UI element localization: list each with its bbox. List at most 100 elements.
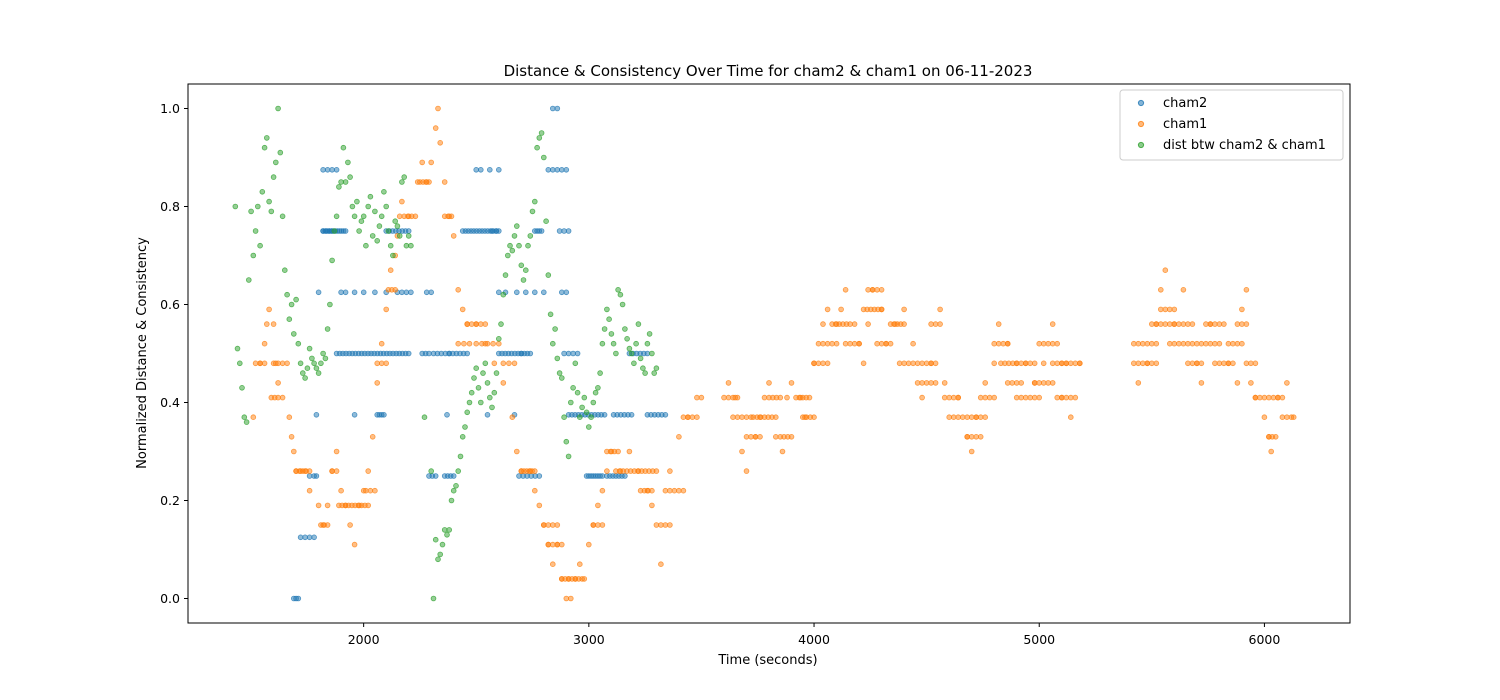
data-point — [266, 306, 272, 313]
legend-label-cham2: cham2 — [1163, 96, 1207, 111]
data-point — [529, 208, 536, 215]
data-point — [680, 487, 687, 494]
data-point — [757, 433, 763, 440]
data-point — [360, 213, 367, 220]
data-point — [401, 174, 408, 180]
data-point — [576, 414, 583, 421]
data-point — [290, 448, 297, 455]
data-point — [923, 380, 930, 386]
data-point — [653, 468, 660, 474]
data-point — [941, 394, 948, 401]
data-point — [367, 487, 374, 494]
data-point — [1176, 340, 1182, 347]
x-axis: 2000 3000 4000 5000 6000 — [348, 623, 1280, 647]
data-point — [590, 522, 597, 528]
data-point — [628, 411, 635, 418]
data-point — [1243, 321, 1250, 327]
data-point — [554, 522, 561, 528]
data-point — [1054, 394, 1060, 401]
data-point — [466, 340, 473, 347]
data-point — [513, 448, 520, 455]
data-point — [430, 595, 437, 602]
data-point — [595, 522, 601, 528]
data-point — [1022, 394, 1029, 401]
data-point — [604, 306, 610, 313]
data-point — [946, 414, 952, 421]
data-point — [248, 208, 254, 215]
data-point — [671, 487, 678, 494]
data-point — [284, 291, 290, 298]
data-point — [502, 272, 509, 278]
data-point — [327, 301, 333, 308]
legend-marker-cham2 — [1137, 99, 1145, 107]
data-point — [919, 360, 925, 367]
data-point — [1252, 394, 1259, 401]
x-tick-label: 3000 — [573, 632, 605, 647]
data-point — [574, 389, 581, 396]
data-point — [351, 541, 358, 548]
legend-box — [1119, 89, 1344, 161]
data-point — [549, 541, 556, 548]
data-point — [426, 179, 432, 185]
data-point — [644, 350, 651, 357]
data-point — [1167, 340, 1173, 347]
data-point — [1270, 394, 1277, 401]
data-point — [842, 340, 849, 347]
data-point — [457, 453, 464, 460]
data-point — [1004, 340, 1011, 347]
data-point — [982, 394, 988, 401]
data-point — [1198, 340, 1205, 347]
chart-title: Distance & Consistency Over Time for cha… — [504, 62, 1033, 80]
data-point — [624, 335, 630, 342]
data-point — [561, 228, 567, 234]
data-point — [910, 340, 916, 347]
legend-marker-dist — [1137, 141, 1145, 149]
data-point — [365, 468, 372, 474]
data-point — [977, 394, 984, 401]
data-point — [351, 411, 358, 418]
data-point — [322, 355, 329, 362]
data-point — [363, 242, 369, 249]
data-point — [628, 350, 635, 357]
data-point — [633, 340, 639, 347]
data-point — [1049, 360, 1056, 367]
data-point — [1171, 340, 1178, 347]
data-point — [473, 321, 480, 327]
data-point — [1216, 321, 1223, 327]
data-point — [658, 522, 664, 528]
data-point — [574, 350, 581, 357]
data-point — [311, 360, 317, 367]
data-point — [266, 198, 272, 205]
data-point — [482, 321, 489, 327]
data-point — [878, 286, 885, 293]
data-point — [694, 414, 700, 421]
data-point — [1212, 340, 1218, 347]
data-point — [441, 179, 448, 185]
data-point — [563, 167, 570, 173]
data-point — [538, 228, 545, 234]
data-point — [383, 360, 390, 367]
data-point — [613, 350, 619, 357]
data-point — [525, 242, 531, 249]
data-point — [1176, 321, 1182, 327]
data-point — [495, 335, 502, 342]
data-point — [811, 414, 817, 421]
data-point — [824, 306, 831, 313]
x-tick-label: 4000 — [798, 632, 830, 647]
data-point — [928, 321, 934, 327]
data-point — [246, 277, 252, 283]
data-point — [531, 468, 538, 474]
data-point — [507, 242, 513, 249]
data-point — [372, 289, 378, 296]
data-point — [459, 306, 466, 313]
data-point — [1131, 360, 1137, 367]
data-point — [536, 502, 543, 509]
data-point — [554, 541, 561, 548]
data-point — [667, 468, 673, 474]
data-point — [277, 149, 284, 156]
data-point — [500, 380, 507, 386]
data-point — [1158, 306, 1164, 313]
data-point — [1185, 340, 1191, 347]
data-point — [1036, 340, 1042, 347]
data-point — [428, 289, 435, 296]
